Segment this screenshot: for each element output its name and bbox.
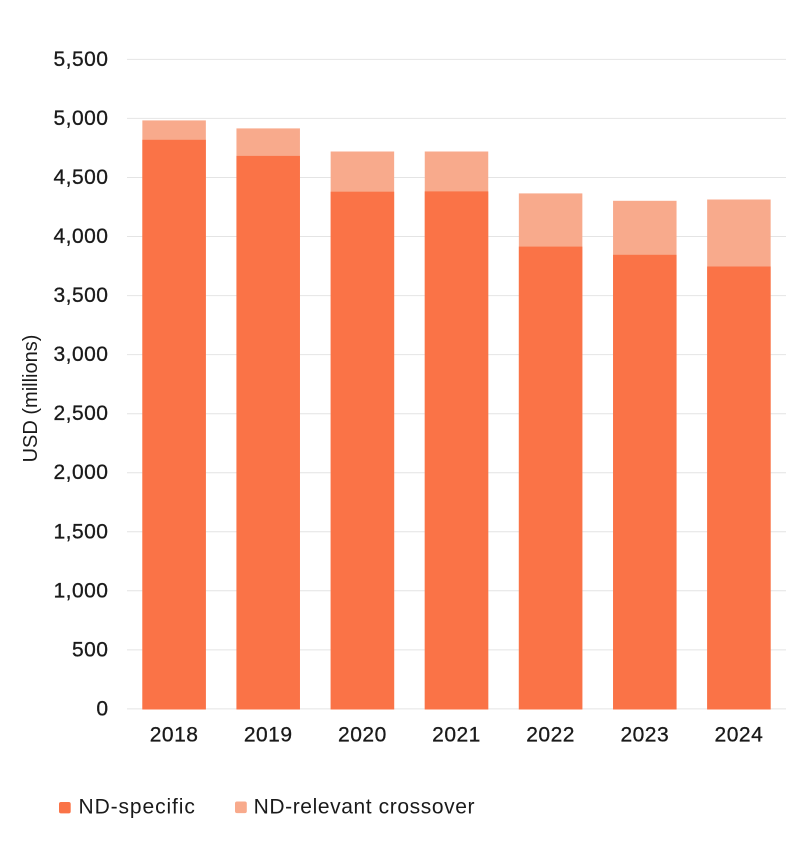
svg-text:0: 0 <box>96 697 108 720</box>
svg-text:1,000: 1,000 <box>53 579 108 602</box>
svg-text:2023: 2023 <box>620 724 669 747</box>
svg-text:3,000: 3,000 <box>53 343 108 366</box>
svg-text:USD (millions): USD (millions) <box>20 335 42 463</box>
svg-text:2019: 2019 <box>244 724 293 747</box>
svg-text:5,500: 5,500 <box>53 48 108 71</box>
svg-text:5,000: 5,000 <box>53 107 108 130</box>
svg-text:2024: 2024 <box>715 724 764 747</box>
svg-text:4,000: 4,000 <box>53 225 108 248</box>
svg-text:2022: 2022 <box>526 724 575 747</box>
svg-text:ND-relevant crossover: ND-relevant crossover <box>254 796 476 819</box>
svg-text:2,500: 2,500 <box>53 402 108 425</box>
svg-text:3,500: 3,500 <box>53 284 108 307</box>
svg-text:2021: 2021 <box>432 724 481 747</box>
svg-text:500: 500 <box>72 638 109 661</box>
svg-text:1,500: 1,500 <box>53 520 108 543</box>
svg-text:2020: 2020 <box>338 724 387 747</box>
svg-text:2018: 2018 <box>150 724 199 747</box>
svg-text:4,500: 4,500 <box>53 166 108 189</box>
svg-text:ND-specific: ND-specific <box>79 796 196 819</box>
svg-text:2,000: 2,000 <box>53 461 108 484</box>
